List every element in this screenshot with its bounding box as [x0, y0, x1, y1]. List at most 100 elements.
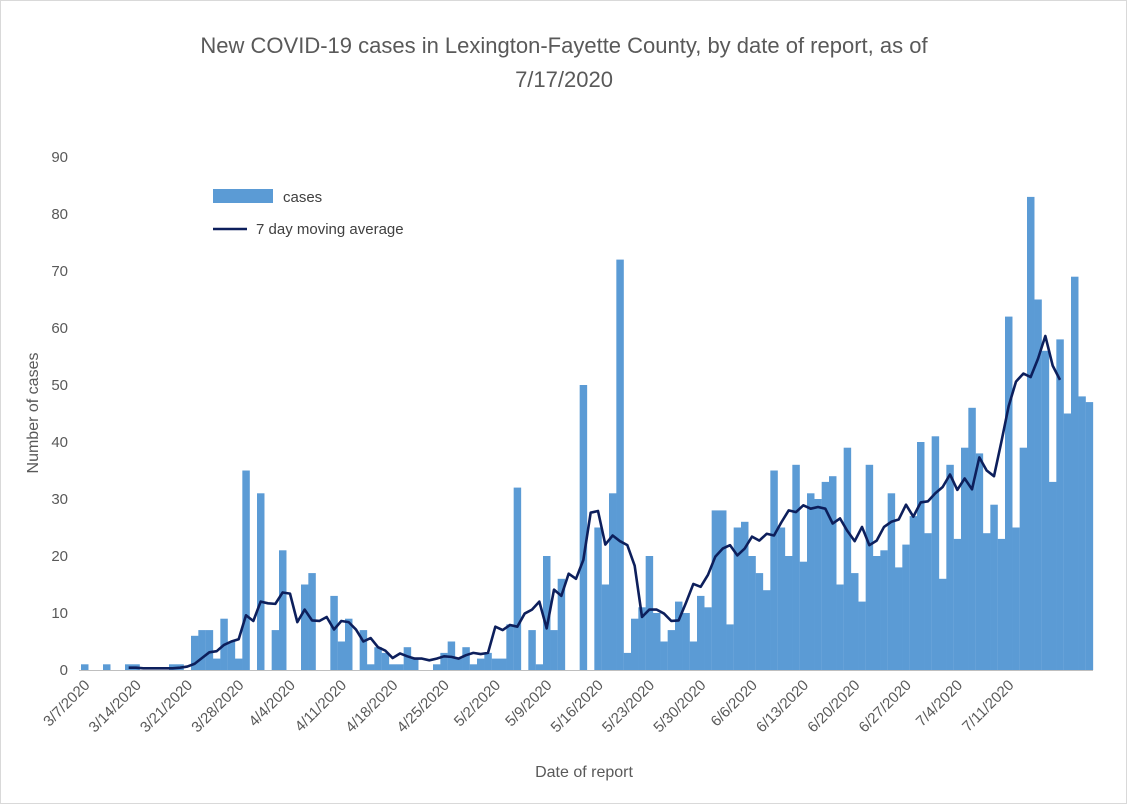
- case-bar: [697, 595, 705, 670]
- case-bar: [895, 567, 903, 670]
- case-bar: [337, 641, 346, 670]
- case-bar: [939, 578, 947, 670]
- x-tick-label: 6/20/2020: [804, 677, 863, 736]
- x-tick-label: 6/13/2020: [753, 677, 812, 736]
- case-bar: [81, 664, 89, 670]
- x-axis-ticks: 3/7/20203/14/20203/21/20203/28/20204/4/2…: [40, 677, 1017, 736]
- case-bar: [484, 652, 492, 670]
- case-bar: [917, 442, 925, 670]
- case-bar: [631, 618, 639, 670]
- case-bar: [271, 630, 280, 670]
- x-tick-label: 4/11/2020: [292, 677, 350, 735]
- case-bar: [653, 613, 661, 670]
- case-bar: [792, 464, 800, 670]
- case-bar: [785, 556, 793, 670]
- case-bar: [902, 544, 910, 670]
- case-bar: [777, 527, 786, 670]
- case-bar: [990, 504, 998, 670]
- case-bar: [557, 578, 566, 670]
- y-axis-title: Number of cases: [25, 353, 42, 474]
- y-tick-label: 0: [60, 662, 68, 679]
- case-bar: [103, 664, 111, 670]
- case-bar: [455, 658, 463, 670]
- case-bar: [1027, 196, 1035, 670]
- case-bar: [433, 664, 441, 670]
- case-bar: [1019, 447, 1028, 670]
- case-bar: [851, 573, 859, 670]
- x-tick-label: 4/25/2020: [394, 677, 453, 736]
- case-bar: [858, 601, 866, 670]
- case-bar: [477, 658, 485, 670]
- case-bar: [506, 624, 514, 670]
- case-bar: [711, 510, 720, 670]
- case-bar: [726, 624, 734, 670]
- x-tick-label: 5/2/2020: [451, 677, 504, 730]
- y-tick-label: 50: [51, 377, 68, 394]
- case-bar: [968, 407, 976, 670]
- case-bar: [381, 652, 390, 670]
- case-bar: [1041, 350, 1050, 670]
- x-tick-label: 5/30/2020: [650, 677, 709, 736]
- case-bar: [1034, 299, 1042, 670]
- case-bar: [330, 595, 338, 670]
- legend-cases-swatch: [213, 189, 273, 203]
- case-bar: [1005, 316, 1013, 670]
- case-bar: [829, 476, 837, 670]
- x-tick-label: 6/27/2020: [856, 677, 915, 736]
- x-tick-label: 7/4/2020: [913, 677, 966, 730]
- case-bar: [609, 493, 617, 670]
- case-bar: [257, 493, 265, 670]
- case-bar: [235, 658, 243, 670]
- case-bar: [865, 464, 874, 670]
- case-bar: [594, 527, 602, 670]
- case-bar: [799, 561, 808, 670]
- case-bar: [389, 664, 397, 670]
- case-bar: [367, 664, 375, 670]
- case-bar: [946, 464, 954, 670]
- case-bar: [814, 499, 822, 670]
- case-bar: [550, 630, 558, 670]
- case-bar: [469, 664, 478, 670]
- y-tick-label: 60: [51, 320, 68, 337]
- case-bar: [1056, 339, 1064, 670]
- case-bar: [499, 658, 507, 670]
- case-bar: [205, 630, 214, 670]
- x-tick-label: 3/28/2020: [188, 677, 247, 736]
- case-bar: [675, 601, 683, 670]
- case-bar: [1071, 276, 1079, 670]
- legend-moving-average-label: 7 day moving average: [256, 221, 404, 238]
- case-bar: [909, 516, 918, 670]
- case-bar: [763, 590, 771, 670]
- case-bar: [198, 630, 206, 670]
- case-bar: [213, 658, 221, 670]
- case-bar: [1063, 413, 1072, 670]
- case-bar: [535, 664, 544, 670]
- y-tick-label: 80: [51, 206, 68, 223]
- case-bar: [491, 658, 500, 670]
- x-tick-label: 5/23/2020: [599, 677, 658, 736]
- case-bar: [660, 641, 668, 670]
- case-bar: [440, 652, 448, 670]
- case-bar: [733, 527, 742, 670]
- case-bar: [623, 652, 632, 670]
- case-bar: [1049, 481, 1057, 670]
- case-bar: [689, 641, 698, 670]
- x-tick-label: 6/6/2020: [708, 677, 761, 730]
- case-bar: [682, 613, 690, 670]
- case-bar: [741, 521, 749, 670]
- case-bar: [601, 584, 610, 670]
- bars-group: [81, 196, 1094, 670]
- case-bar: [411, 658, 419, 670]
- x-tick-label: 3/7/2020: [40, 677, 93, 730]
- case-bar: [983, 533, 991, 670]
- case-bar: [924, 533, 932, 670]
- case-bar: [843, 447, 852, 670]
- y-tick-label: 10: [51, 605, 68, 622]
- case-bar: [513, 487, 522, 670]
- legend: cases 7 day moving average: [213, 189, 404, 238]
- legend-cases-label: cases: [283, 189, 322, 206]
- y-axis-ticks: 0 10 20 30 40 50 60 70 80 90: [51, 149, 68, 679]
- case-bar: [667, 630, 676, 670]
